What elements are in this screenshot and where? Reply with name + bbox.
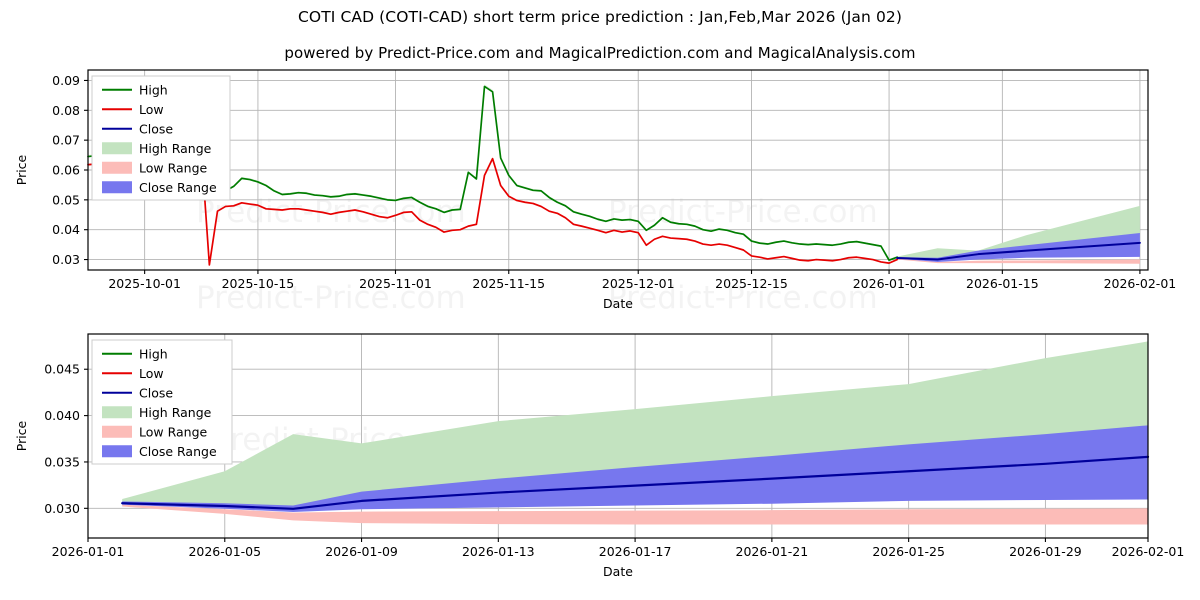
legend-patch-swatch [102, 406, 132, 419]
y-tick-label: 0.08 [52, 103, 80, 118]
legend-item[interactable]: High Range [102, 141, 212, 156]
x-tick-label: 2026-01-09 [325, 544, 398, 559]
gridlines [88, 70, 1148, 270]
legend-item[interactable]: Close Range [102, 444, 217, 459]
legend-item-label: Close [139, 121, 173, 136]
x-axis-label: Date [603, 296, 633, 311]
legend-item[interactable]: Low [102, 102, 164, 117]
x-tick-label: 2026-01-25 [872, 544, 945, 559]
x-tick-label: 2025-10-15 [222, 276, 295, 291]
x-tick-label: 2025-11-15 [472, 276, 545, 291]
y-tick-label: 0.06 [52, 163, 80, 178]
watermark-text: Predict-Price.com [196, 280, 466, 316]
close-range-band [122, 425, 1149, 513]
watermark-text: Predict-Price.com [196, 194, 466, 230]
x-tick-label: 2026-01-05 [188, 544, 261, 559]
tick-layer: 0.030 0.035 0.040 0.045 2026-01-01 2026-01-05… [44, 362, 1184, 559]
legend-item[interactable]: Low Range [102, 160, 208, 175]
legend-item-label: Low [139, 102, 164, 117]
legend-item[interactable]: Close Range [102, 180, 217, 195]
band-layer [122, 341, 1149, 525]
legend-item[interactable]: High Range [102, 405, 212, 420]
legend-item-label: Low Range [139, 160, 208, 175]
y-tick-label: 0.04 [52, 222, 80, 237]
legend: High Low Close High Range Low Range Close Ran… [91, 75, 231, 201]
page-subtitle: powered by Predict-Price.com and Magical… [284, 44, 916, 62]
x-tick-label: 2026-01-01 [853, 276, 926, 291]
legend-item[interactable]: Close [102, 121, 173, 136]
legend-box [91, 339, 233, 465]
low-line [87, 147, 899, 266]
legend-item-label: Low [139, 366, 164, 381]
legend-item[interactable]: High [102, 346, 168, 361]
legend-item[interactable]: Low Range [102, 424, 208, 439]
y-tick-label: 0.040 [44, 408, 80, 423]
legend-patch-swatch [102, 425, 132, 438]
close-line [896, 241, 1141, 261]
legend-item-label: Close Range [139, 180, 217, 195]
legend-item-label: High Range [139, 405, 212, 420]
legend-item-label: High [139, 346, 168, 361]
low-range-band [897, 258, 1140, 264]
legend-item-label: High [139, 82, 168, 97]
y-tick-label: 0.07 [52, 133, 80, 148]
legend-patch-swatch [102, 181, 132, 194]
page-title: COTI CAD (COTI-CAD) short term price pre… [297, 8, 903, 26]
y-axis-label: Price [14, 420, 29, 451]
legend-item[interactable]: Low [102, 366, 164, 381]
watermark-text: Predict-Price.com [608, 194, 878, 230]
y-tick-label: 0.035 [44, 454, 80, 469]
y-tick-label: 0.05 [52, 192, 80, 207]
x-tick-label: 2026-01-29 [1009, 544, 1082, 559]
legend-box [91, 75, 231, 201]
legend-patch-swatch [102, 445, 132, 458]
legend-item-label: Close Range [139, 444, 217, 459]
x-axis-label: Date [603, 564, 633, 579]
y-tick-label: 0.030 [44, 501, 80, 516]
top-chart: Predict-Price.com Predict-Price.com Predic… [14, 69, 1176, 316]
legend-item-label: Close [139, 385, 173, 400]
legend: High Low Close High Range Low Range Close Ran… [91, 339, 233, 465]
x-tick-label: 2026-01-21 [736, 544, 809, 559]
x-tick-label: 2026-02-01 [1112, 544, 1185, 559]
close-range-band [897, 232, 1140, 262]
legend-item-label: High Range [139, 141, 212, 156]
x-tick-label: 2026-01-15 [966, 276, 1039, 291]
legend-item[interactable]: Close [102, 385, 173, 400]
x-tick-label: 2026-01-01 [52, 544, 125, 559]
watermark-text: Predict-Price.com [608, 280, 878, 316]
low-range-band [122, 504, 1149, 525]
y-axis-label: Price [14, 154, 29, 185]
legend-item[interactable]: High [102, 82, 168, 97]
watermark-layer: Predict-Price.com Predict-Price.com Predic… [196, 194, 878, 316]
close-line [121, 455, 1150, 510]
x-tick-label: 2025-10-01 [108, 276, 181, 291]
tick-layer: 0.03 0.04 0.05 0.06 0.07 0.08 0.09 2025-10-01 20… [52, 73, 1176, 291]
legend-patch-swatch [102, 161, 132, 174]
x-tick-label: 2025-12-01 [602, 276, 675, 291]
x-tick-label: 2025-12-15 [715, 276, 788, 291]
band-layer [88, 84, 1140, 266]
x-tick-label: 2026-01-13 [462, 544, 535, 559]
legend-item-label: Low Range [139, 424, 208, 439]
bottom-chart: Predict-Price.comPredict-Price.com0.0300… [14, 333, 1184, 579]
x-tick-label: 2025-11-01 [359, 276, 432, 291]
legend-patch-swatch [102, 142, 132, 155]
plot-frame [87, 333, 1149, 539]
x-tick-label: 2026-01-17 [599, 544, 672, 559]
y-tick-label: 0.03 [52, 252, 80, 267]
y-tick-label: 0.09 [52, 73, 80, 88]
x-tick-label: 2026-02-01 [1104, 276, 1177, 291]
y-tick-label: 0.045 [44, 362, 80, 377]
